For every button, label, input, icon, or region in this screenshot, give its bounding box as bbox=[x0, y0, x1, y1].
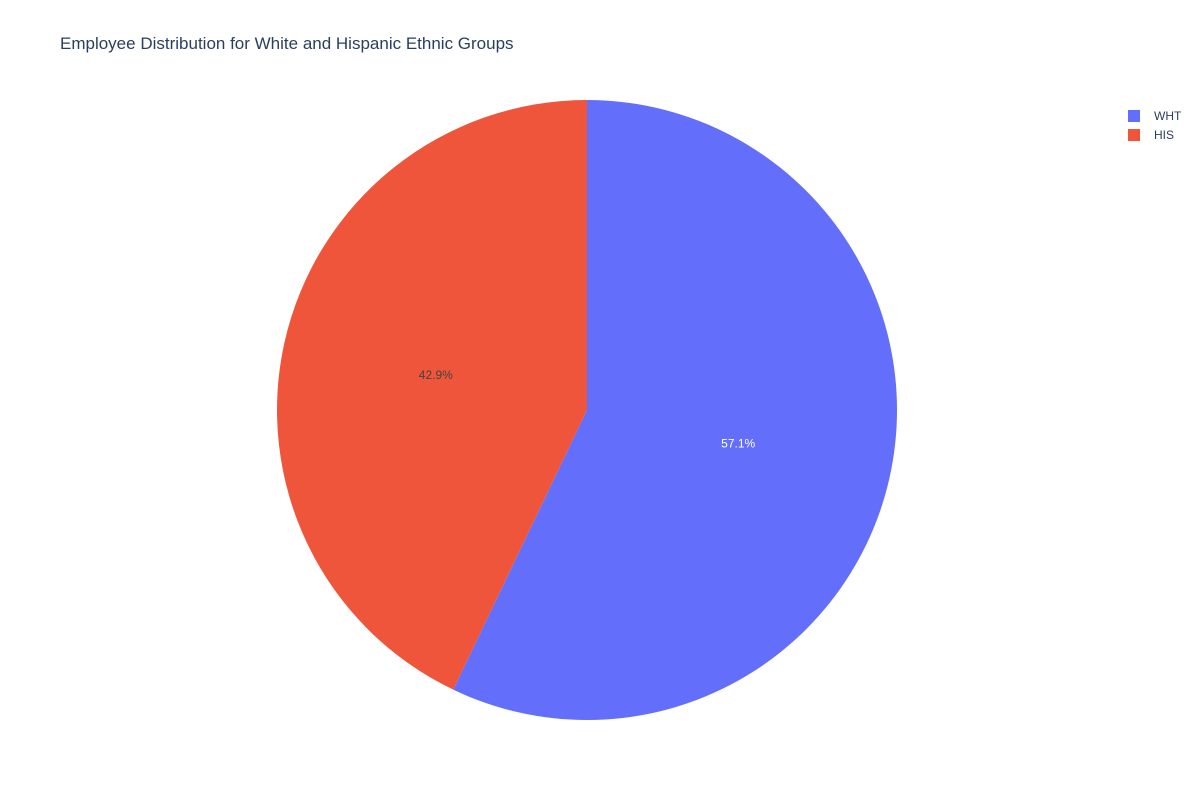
legend-label-wht: WHT bbox=[1154, 108, 1182, 123]
legend: WHT HIS bbox=[1128, 106, 1181, 144]
legend-swatch-wht bbox=[1128, 109, 1140, 122]
legend-item-wht[interactable]: WHT bbox=[1128, 106, 1181, 125]
chart-title: Employee Distribution for White and Hisp… bbox=[60, 34, 514, 53]
pie-label-his: 42.9% bbox=[419, 368, 453, 382]
pie-slices bbox=[277, 99, 898, 721]
pie-slice-wht[interactable] bbox=[453, 100, 898, 721]
pie-slice-labels: 57.1% 42.9% bbox=[419, 368, 756, 451]
pie-slice-his[interactable] bbox=[277, 99, 587, 690]
pie-label-wht: 57.1% bbox=[721, 436, 755, 450]
legend-item-his[interactable]: HIS bbox=[1128, 125, 1181, 144]
legend-swatch-his bbox=[1128, 128, 1140, 141]
legend-label-his: HIS bbox=[1154, 127, 1175, 142]
